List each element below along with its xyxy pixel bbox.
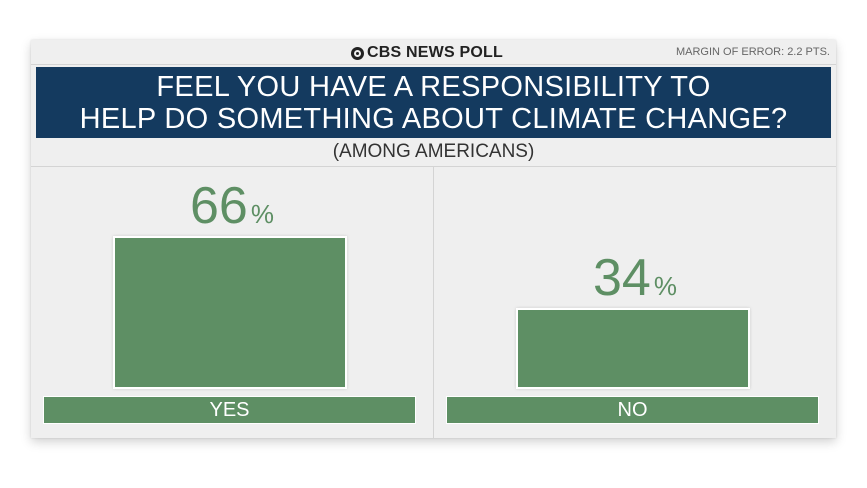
- title-line-2: HELP DO SOMETHING ABOUT CLIMATE CHANGE?: [79, 102, 788, 135]
- top-bar: CBS NEWS POLL MARGIN OF ERROR: 2.2 PTS.: [31, 40, 836, 65]
- bar-yes: [115, 238, 345, 387]
- category-label-yes: YES: [44, 397, 415, 423]
- data-label-unit: %: [653, 271, 677, 301]
- data-label-no: 34%: [593, 252, 677, 312]
- data-label-unit: %: [250, 199, 274, 229]
- bar-no: [518, 310, 748, 387]
- margin-of-error: MARGIN OF ERROR: 2.2 PTS.: [675, 46, 830, 58]
- brand-label: CBS NEWS POLL: [367, 44, 503, 61]
- divider-horizontal: [31, 166, 836, 167]
- cbs-news-logo: CBS NEWS POLL: [351, 44, 503, 62]
- title-line-1: FEEL YOU HAVE A RESPONSIBILITY TO: [156, 70, 711, 103]
- divider-vertical: [433, 167, 434, 438]
- data-label-value: 66: [190, 177, 248, 235]
- category-label-no: NO: [447, 397, 818, 423]
- data-label-value: 34: [593, 249, 651, 307]
- chart-subtitle: (AMONG AMERICANS): [332, 141, 535, 162]
- cbs-eye-icon: [351, 46, 364, 60]
- chart-title: FEEL YOU HAVE A RESPONSIBILITY TO HELP D…: [36, 67, 831, 138]
- poll-card: CBS NEWS POLL MARGIN OF ERROR: 2.2 PTS. …: [31, 40, 836, 438]
- data-label-yes: 66%: [190, 180, 274, 240]
